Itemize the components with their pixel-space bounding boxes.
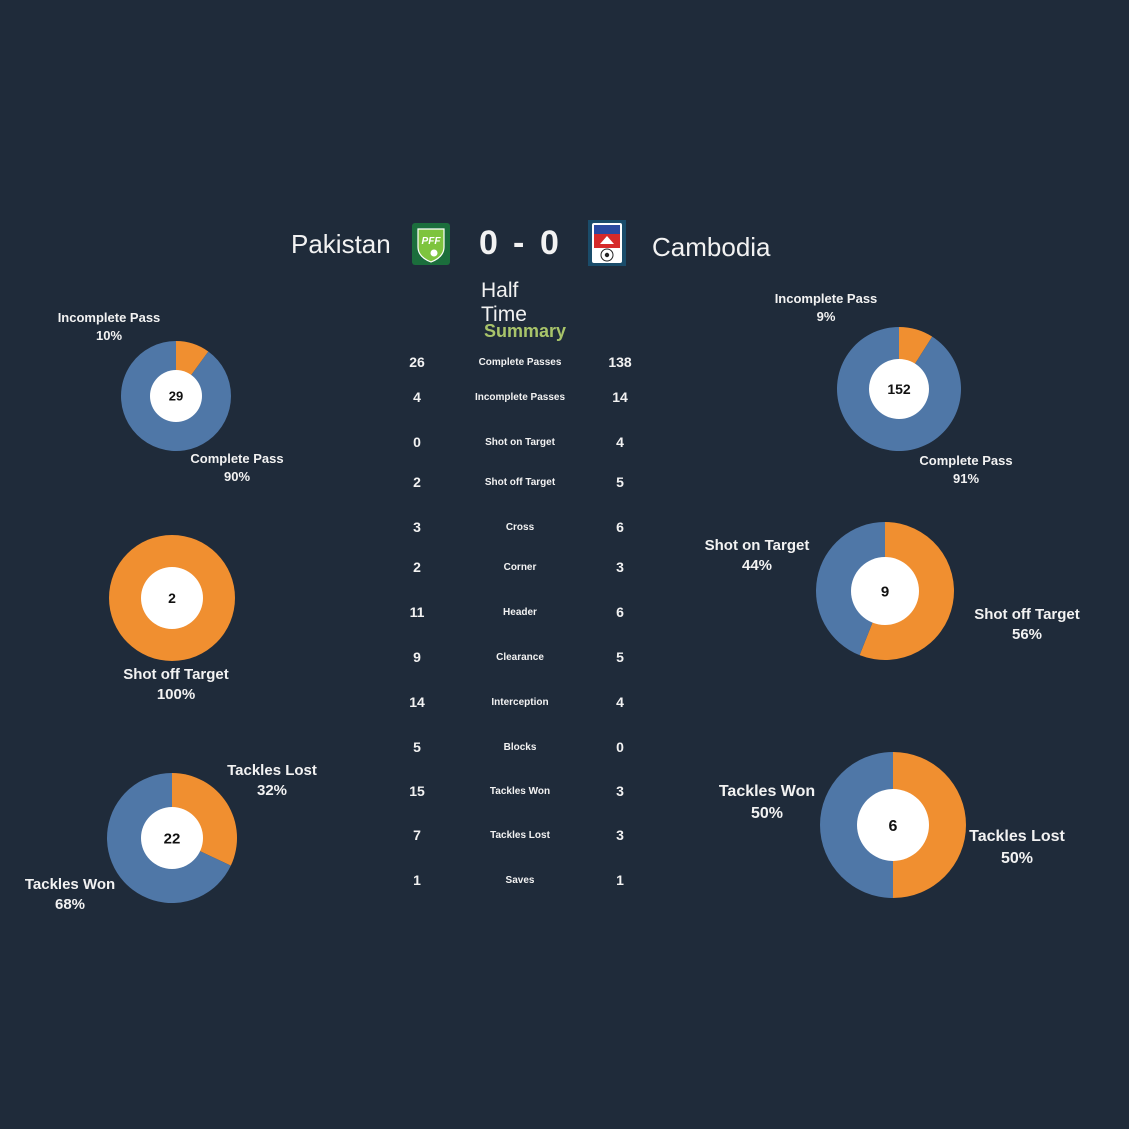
pie-center-value: 2 <box>168 590 176 606</box>
home-stat-value: 4 <box>413 389 421 405</box>
stat-row: 3 Cross 6 <box>395 519 645 541</box>
stat-label: Clearance <box>496 652 544 663</box>
stat-label: Tackles Lost <box>490 830 550 841</box>
pie-center-hole <box>141 807 203 869</box>
stat-row: 26 Complete Passes 138 <box>395 354 645 376</box>
away-stat-value: 4 <box>616 694 624 710</box>
home-stat-value: 14 <box>409 694 425 710</box>
pie-label: Tackles Lost 32% <box>227 762 317 800</box>
pie-label: Complete Pass 91% <box>919 453 1013 486</box>
home-score: 0 <box>479 224 498 262</box>
stat-row: 2 Corner 3 <box>395 559 645 581</box>
away-stat-value: 5 <box>616 474 624 490</box>
away-stat-value: 3 <box>616 827 624 843</box>
svg-text:PFF: PFF <box>422 236 442 247</box>
pie-slice <box>816 522 885 656</box>
home-stat-value: 26 <box>409 354 425 370</box>
away-stat-value: 6 <box>616 519 624 535</box>
stat-label: Tackles Won <box>489 786 551 797</box>
stat-label: Shot on Target <box>485 437 555 448</box>
away-stat-value: 3 <box>616 559 624 575</box>
pie-center-hole <box>857 789 929 861</box>
pie-label: Shot on Target 44% <box>704 537 810 575</box>
pie-label: Tackles Won 50% <box>718 783 816 822</box>
away-stat-value: 14 <box>612 389 628 405</box>
home-stat-value: 0 <box>413 434 421 450</box>
pie-center-hole <box>150 370 202 422</box>
home-stat-value: 2 <box>413 559 421 575</box>
pie-label: Shot off Target 56% <box>974 606 1080 644</box>
home-stat-value: 11 <box>409 604 425 620</box>
pie-center-hole <box>141 567 203 629</box>
home-team-name: Pakistan <box>291 229 391 259</box>
stat-row: 15 Tackles Won 3 <box>395 783 645 805</box>
home-stat-value: 2 <box>413 474 421 490</box>
stat-label: Complete Passes <box>478 357 562 368</box>
pie-center-value: 152 <box>887 381 911 397</box>
home-stat-value: 7 <box>413 827 421 843</box>
stat-label: Corner <box>503 562 537 573</box>
pie-label: Tackles Lost 50% <box>969 828 1065 867</box>
pie-slice <box>820 752 893 898</box>
stat-row: 1 Saves 1 <box>395 872 645 894</box>
stat-row: 9 Clearance 5 <box>395 649 645 671</box>
pie-label: Incomplete Pass 10% <box>57 310 161 343</box>
home-stat-value: 5 <box>413 739 421 755</box>
away-stat-value: 138 <box>608 354 632 370</box>
pie-center-hole <box>851 557 919 625</box>
home-stat-value: 1 <box>413 872 421 888</box>
stat-row: 2 Shot off Target 5 <box>395 474 645 496</box>
summary-title: Summary <box>484 321 567 341</box>
pie-center-value: 6 <box>889 818 898 835</box>
stat-label: Interception <box>491 697 549 708</box>
away-stat-value: 1 <box>616 872 624 888</box>
pie-label: Shot off Target 100% <box>123 666 229 704</box>
pie-label: Tackles Won 68% <box>24 876 116 914</box>
stat-row: 5 Blocks 0 <box>395 739 645 761</box>
stat-row: 0 Shot on Target 4 <box>395 434 645 456</box>
pie-center-value: 9 <box>881 583 889 600</box>
home-stat-value: 3 <box>413 519 421 535</box>
stat-row: 14 Interception 4 <box>395 694 645 716</box>
away-stat-value: 4 <box>616 434 624 450</box>
stat-row: 7 Tackles Lost 3 <box>395 827 645 849</box>
stat-label: Shot off Target <box>484 477 556 488</box>
pie-slice <box>893 752 966 898</box>
pie-center-value: 29 <box>169 389 183 404</box>
ffc-crest-icon <box>588 220 626 266</box>
stat-label: Cross <box>505 522 535 533</box>
stat-row: 11 Header 6 <box>395 604 645 626</box>
pie-label: Complete Pass 90% <box>190 451 284 484</box>
stat-label: Blocks <box>503 742 537 753</box>
home-stat-value: 9 <box>413 649 421 665</box>
pie-center-value: 22 <box>164 830 181 847</box>
pff-crest-icon: PFF <box>412 223 450 265</box>
stat-label: Header <box>503 607 537 618</box>
pie-center-hole <box>869 359 929 419</box>
away-team-name: Cambodia <box>652 232 771 262</box>
away-score: 0 <box>540 224 559 262</box>
stat-label: Saves <box>505 875 535 886</box>
stat-row: 4 Incomplete Passes 14 <box>395 389 645 411</box>
home-stat-value: 15 <box>409 783 425 799</box>
away-stat-value: 3 <box>616 783 624 799</box>
pie-label: Incomplete Pass 9% <box>774 291 878 324</box>
match-status: Half Time <box>481 279 527 326</box>
away-stat-value: 6 <box>616 604 624 620</box>
away-stat-value: 5 <box>616 649 624 665</box>
score-separator: - <box>513 224 525 262</box>
away-stat-value: 0 <box>616 739 624 755</box>
stat-label: Incomplete Passes <box>474 392 566 403</box>
